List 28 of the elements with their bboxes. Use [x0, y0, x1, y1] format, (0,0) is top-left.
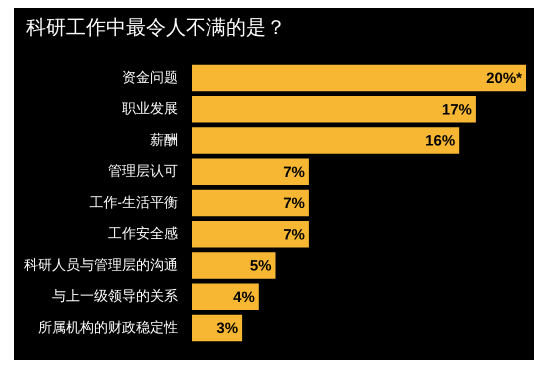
- y-tick-label: 管理层认可: [108, 162, 178, 179]
- data-label: 20%*: [486, 70, 522, 88]
- y-tick-label: 科研人员与管理层的沟通: [24, 256, 178, 272]
- bar: [192, 127, 460, 154]
- bar: [192, 314, 242, 342]
- bar: [192, 283, 259, 310]
- bar: [192, 64, 526, 92]
- chart-title: 科研工作中最令人不满的是？: [26, 16, 286, 41]
- bar: [192, 190, 309, 216]
- y-tick-label: 工作-生活平衡: [89, 194, 178, 210]
- bar: [192, 252, 276, 279]
- y-tick-label: 工作安全感: [108, 225, 178, 242]
- y-tick-label: 薪酬: [150, 131, 178, 148]
- data-label: 7%: [283, 195, 305, 212]
- data-label: 7%: [283, 164, 305, 181]
- data-label: 3%: [216, 320, 238, 338]
- y-tick-label: 职业发展: [122, 100, 178, 116]
- data-label: 16%: [425, 132, 456, 150]
- bar: [192, 96, 476, 123]
- data-label: 7%: [283, 226, 305, 244]
- y-tick-label: 资金问题: [122, 68, 178, 85]
- data-label: 4%: [233, 288, 255, 306]
- y-tick-label: 与上一级领导的关系: [52, 288, 178, 304]
- y-tick-label: 所属机构的财政稳定性: [38, 318, 178, 335]
- bar: [192, 158, 309, 186]
- data-label: 5%: [250, 258, 272, 275]
- bar: [192, 220, 309, 248]
- data-label: 17%: [442, 101, 472, 118]
